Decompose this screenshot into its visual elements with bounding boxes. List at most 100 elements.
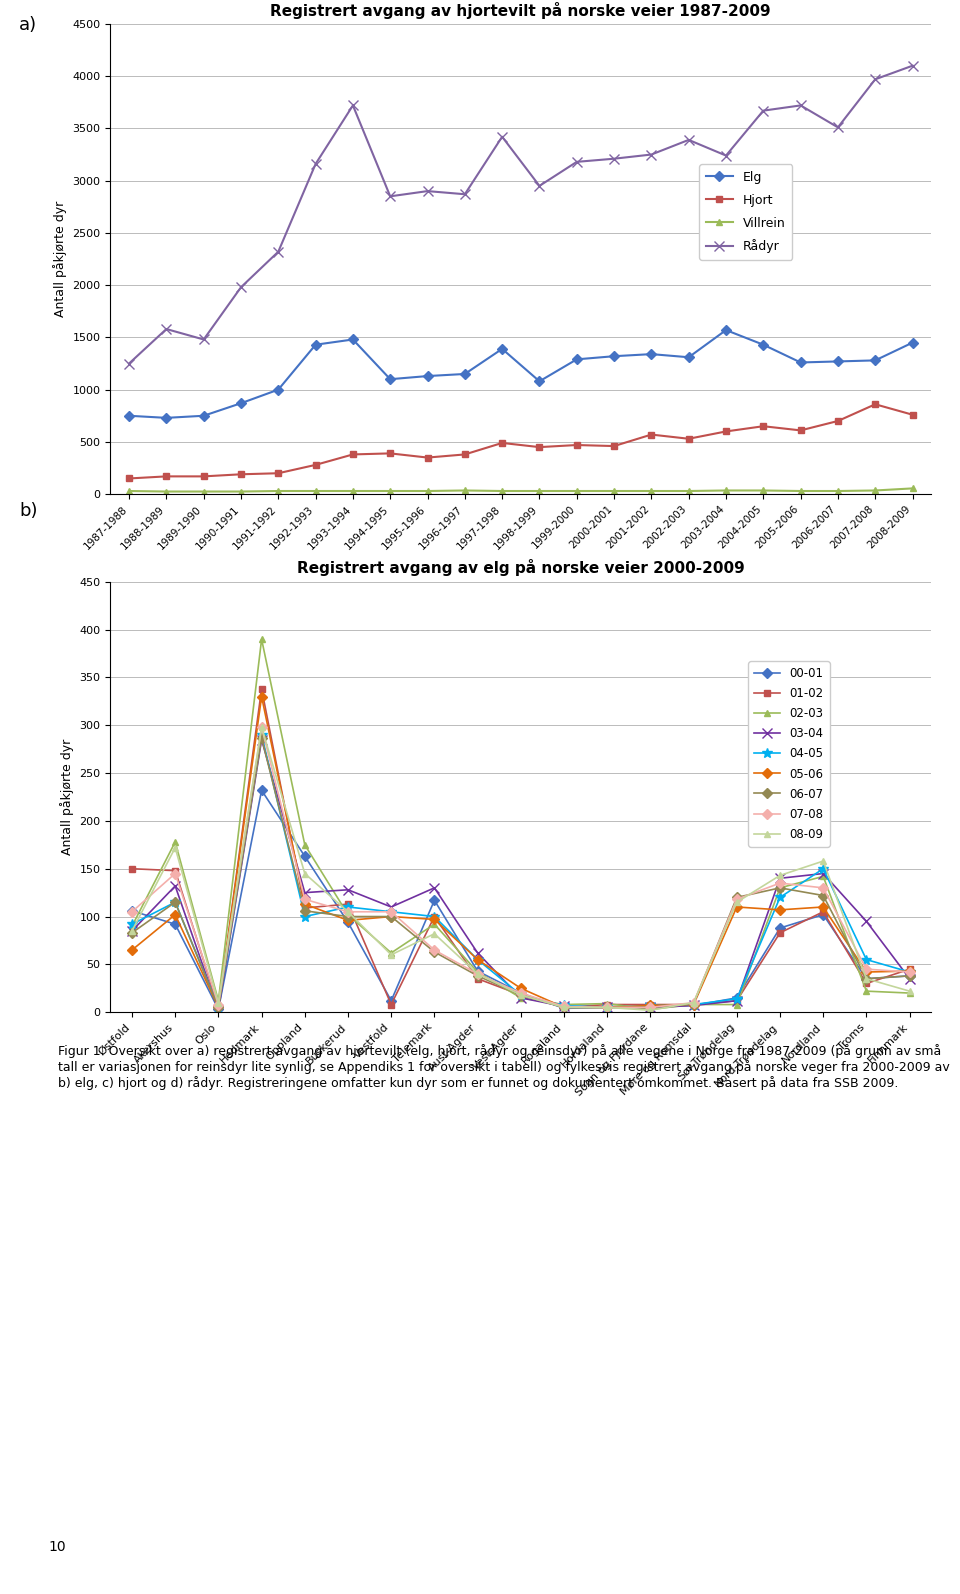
Villrein xyxy=(720,481,732,501)
04-05 xyxy=(645,996,657,1015)
00-01 xyxy=(428,891,440,910)
Text: 10: 10 xyxy=(48,1540,65,1554)
Legend: Elg, Hjort, Villrein, Rådyr: Elg, Hjort, Villrein, Rådyr xyxy=(700,164,792,260)
Hjort xyxy=(609,437,620,456)
02-03 xyxy=(255,630,267,649)
06-07 xyxy=(860,969,872,988)
05-06 xyxy=(601,998,612,1017)
07-08 xyxy=(342,902,353,921)
00-01 xyxy=(127,901,138,920)
01-02 xyxy=(299,899,310,918)
01-02 xyxy=(471,969,483,988)
02-03 xyxy=(774,878,785,897)
00-01 xyxy=(687,996,699,1015)
02-03 xyxy=(817,867,828,886)
Elg xyxy=(571,349,583,368)
07-08 xyxy=(732,889,743,909)
Line: 02-03: 02-03 xyxy=(129,636,913,1012)
08-09 xyxy=(817,851,828,870)
Line: 04-05: 04-05 xyxy=(127,730,915,1012)
07-08 xyxy=(860,960,872,979)
Rådyr xyxy=(757,100,769,120)
08-09 xyxy=(169,838,180,858)
00-01 xyxy=(255,781,267,800)
04-05 xyxy=(212,998,224,1017)
01-02 xyxy=(559,998,570,1017)
07-08 xyxy=(559,996,570,1015)
07-08 xyxy=(903,963,915,982)
01-02 xyxy=(601,995,612,1014)
01-02 xyxy=(774,923,785,942)
07-08 xyxy=(817,878,828,897)
02-03 xyxy=(471,963,483,982)
Hjort xyxy=(870,395,881,414)
Text: a): a) xyxy=(19,16,37,33)
Rådyr xyxy=(235,277,247,296)
00-01 xyxy=(385,991,397,1011)
Rådyr xyxy=(571,153,583,172)
04-05 xyxy=(127,915,138,934)
Hjort xyxy=(795,421,806,440)
Villrein xyxy=(421,481,433,501)
04-05 xyxy=(169,893,180,912)
Hjort xyxy=(757,416,769,435)
08-09 xyxy=(601,998,612,1017)
07-08 xyxy=(212,995,224,1014)
03-04 xyxy=(559,996,570,1015)
Line: Elg: Elg xyxy=(126,327,916,421)
Line: 06-07: 06-07 xyxy=(129,735,913,1011)
Rådyr xyxy=(310,155,322,174)
03-04 xyxy=(212,1001,224,1020)
08-09 xyxy=(299,864,310,883)
Villrein xyxy=(273,481,284,501)
Villrein xyxy=(459,481,470,501)
05-06 xyxy=(299,894,310,913)
03-04 xyxy=(255,730,267,749)
07-08 xyxy=(299,889,310,909)
Villrein xyxy=(534,481,545,501)
07-08 xyxy=(687,993,699,1012)
Hjort xyxy=(646,426,658,445)
Hjort xyxy=(571,435,583,454)
06-07 xyxy=(385,907,397,926)
Elg xyxy=(870,351,881,370)
04-05 xyxy=(299,907,310,926)
08-09 xyxy=(559,998,570,1017)
08-09 xyxy=(732,893,743,912)
Rådyr xyxy=(160,319,172,338)
Line: Hjort: Hjort xyxy=(126,400,916,481)
05-06 xyxy=(515,979,526,998)
06-07 xyxy=(601,998,612,1017)
07-08 xyxy=(471,964,483,983)
05-06 xyxy=(212,998,224,1017)
02-03 xyxy=(903,983,915,1003)
03-04 xyxy=(903,969,915,988)
Elg xyxy=(496,340,508,359)
Villrein xyxy=(757,481,769,501)
Hjort xyxy=(273,464,284,483)
02-03 xyxy=(127,917,138,936)
02-03 xyxy=(428,915,440,934)
05-06 xyxy=(342,910,353,929)
Rådyr xyxy=(496,128,508,147)
06-07 xyxy=(559,998,570,1017)
03-04 xyxy=(385,897,397,917)
Elg xyxy=(348,330,359,349)
00-01 xyxy=(559,999,570,1019)
Line: 08-09: 08-09 xyxy=(129,724,913,1014)
00-01 xyxy=(601,998,612,1017)
Elg xyxy=(720,320,732,340)
Rådyr xyxy=(795,96,806,115)
00-01 xyxy=(515,983,526,1003)
Title: Registrert avgang av hjortevilt på norske veier 1987-2009: Registrert avgang av hjortevilt på norsk… xyxy=(271,2,771,19)
01-02 xyxy=(255,679,267,698)
08-09 xyxy=(903,982,915,1001)
Elg xyxy=(646,344,658,363)
08-09 xyxy=(471,964,483,983)
Hjort xyxy=(683,429,694,448)
Hjort xyxy=(160,467,172,486)
Rådyr xyxy=(534,177,545,196)
Elg xyxy=(160,408,172,427)
08-09 xyxy=(255,717,267,736)
02-03 xyxy=(169,832,180,851)
